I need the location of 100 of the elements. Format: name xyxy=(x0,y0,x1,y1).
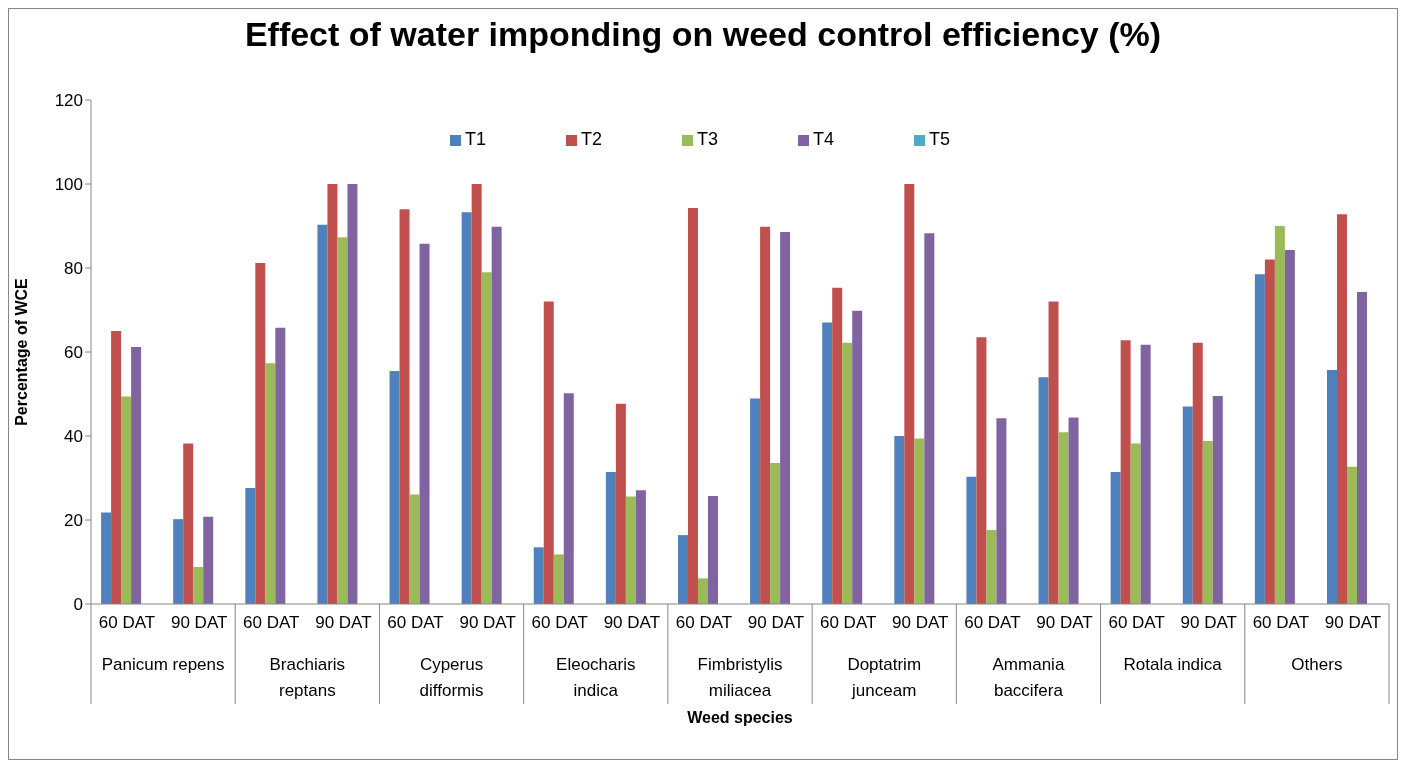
bar xyxy=(770,462,781,604)
bar xyxy=(409,494,420,604)
bar xyxy=(832,287,843,604)
bar xyxy=(842,342,853,604)
x-tick-label: 60 DAT xyxy=(1108,613,1165,632)
bar xyxy=(121,396,132,604)
bar xyxy=(337,237,348,604)
bar xyxy=(635,490,646,604)
bar xyxy=(1048,301,1059,604)
bar xyxy=(399,209,410,604)
bar xyxy=(1284,249,1295,604)
bar xyxy=(1326,370,1337,604)
bar xyxy=(1274,226,1285,604)
text: Rotala indica xyxy=(1123,655,1223,674)
legend-label: T4 xyxy=(813,129,835,149)
bar xyxy=(533,547,544,604)
bar xyxy=(131,346,142,604)
bar xyxy=(347,184,358,604)
bar xyxy=(1264,259,1275,604)
text: Brachiaris reptans xyxy=(269,655,346,700)
bar xyxy=(173,519,184,604)
bar xyxy=(625,496,636,604)
text: Doptatrim junceam xyxy=(847,655,922,700)
text: Cyperus difformis xyxy=(419,655,484,700)
bar xyxy=(1110,472,1121,604)
bar xyxy=(255,262,266,604)
bar xyxy=(1212,396,1223,604)
bar xyxy=(327,184,338,604)
y-axis-title: Percentage of WCE xyxy=(12,277,30,426)
bar xyxy=(780,231,791,604)
bar xyxy=(605,472,616,604)
y-tick-label: 0 xyxy=(73,595,83,615)
text: Others xyxy=(1291,655,1343,674)
bar xyxy=(760,226,771,604)
bar xyxy=(687,207,698,604)
bar xyxy=(996,418,1007,604)
bar xyxy=(822,322,833,604)
bar xyxy=(193,567,204,604)
bar xyxy=(966,476,977,604)
text: Fimbristylis miliacea xyxy=(697,655,783,700)
chart-title: Effect of water imponding on weed control efficiency (%) xyxy=(243,15,1163,54)
x-tick-label: 60 DAT xyxy=(387,613,444,632)
bar xyxy=(894,436,905,604)
bar xyxy=(101,512,112,604)
bar xyxy=(419,243,430,604)
x-tick-label: 90 DAT xyxy=(603,613,661,632)
bar xyxy=(1254,274,1265,604)
x-tick-label: 60 DAT xyxy=(964,613,1021,632)
x-axis-title: Weed species xyxy=(687,709,793,726)
y-tick-label: 120 xyxy=(54,91,83,111)
x-tick-label: 90 DAT xyxy=(459,613,516,632)
bar xyxy=(461,212,472,604)
bar xyxy=(491,226,502,604)
x-tick-label: 60 DAT xyxy=(98,613,156,632)
x-tick-label: 90 DAT xyxy=(315,613,372,632)
bar xyxy=(471,184,482,604)
bar xyxy=(1192,342,1203,604)
y-tick-label: 100 xyxy=(54,175,83,195)
x-tick-label: 60 DAT xyxy=(531,613,588,632)
bar xyxy=(904,184,915,604)
text: Eleocharis indica xyxy=(556,655,636,700)
bar xyxy=(1058,432,1069,604)
bar xyxy=(697,578,708,604)
x-tick-label: 60 DAT xyxy=(675,613,733,632)
bar xyxy=(317,224,328,604)
x-tick-label: 90 DAT xyxy=(170,613,228,632)
x-tick-label: 90 DAT xyxy=(892,613,949,632)
text: Panicum repens xyxy=(101,655,225,674)
bar xyxy=(615,403,626,604)
x-tick-label: 90 DAT xyxy=(1036,613,1093,632)
bar xyxy=(1202,441,1213,604)
bar xyxy=(543,301,554,604)
legend-label: T2 xyxy=(580,129,602,149)
x-tick-label: 60 DAT xyxy=(243,613,300,632)
bar xyxy=(245,488,256,604)
text: Ammania baccifera xyxy=(992,655,1065,700)
bar xyxy=(750,398,761,604)
x-tick-label: 60 DAT xyxy=(819,613,877,632)
bar xyxy=(1038,377,1049,604)
bar xyxy=(1120,340,1131,604)
legend-label: T1 xyxy=(464,129,486,149)
bar xyxy=(852,310,863,604)
bar xyxy=(976,337,987,604)
bar xyxy=(111,331,122,604)
bar xyxy=(986,530,997,604)
bar xyxy=(924,233,935,604)
legend-label: T3 xyxy=(696,129,718,149)
bar xyxy=(389,370,400,604)
bar xyxy=(1130,443,1141,604)
bar xyxy=(203,516,214,604)
bar xyxy=(1336,214,1347,604)
y-tick-label: 80 xyxy=(64,259,83,279)
bar xyxy=(563,393,574,604)
bar xyxy=(553,554,564,604)
bar xyxy=(677,535,688,604)
x-tick-label: 90 DAT xyxy=(1324,613,1382,632)
bar xyxy=(265,363,276,604)
bar xyxy=(707,496,718,604)
bar xyxy=(275,327,286,604)
bar xyxy=(1356,291,1367,604)
